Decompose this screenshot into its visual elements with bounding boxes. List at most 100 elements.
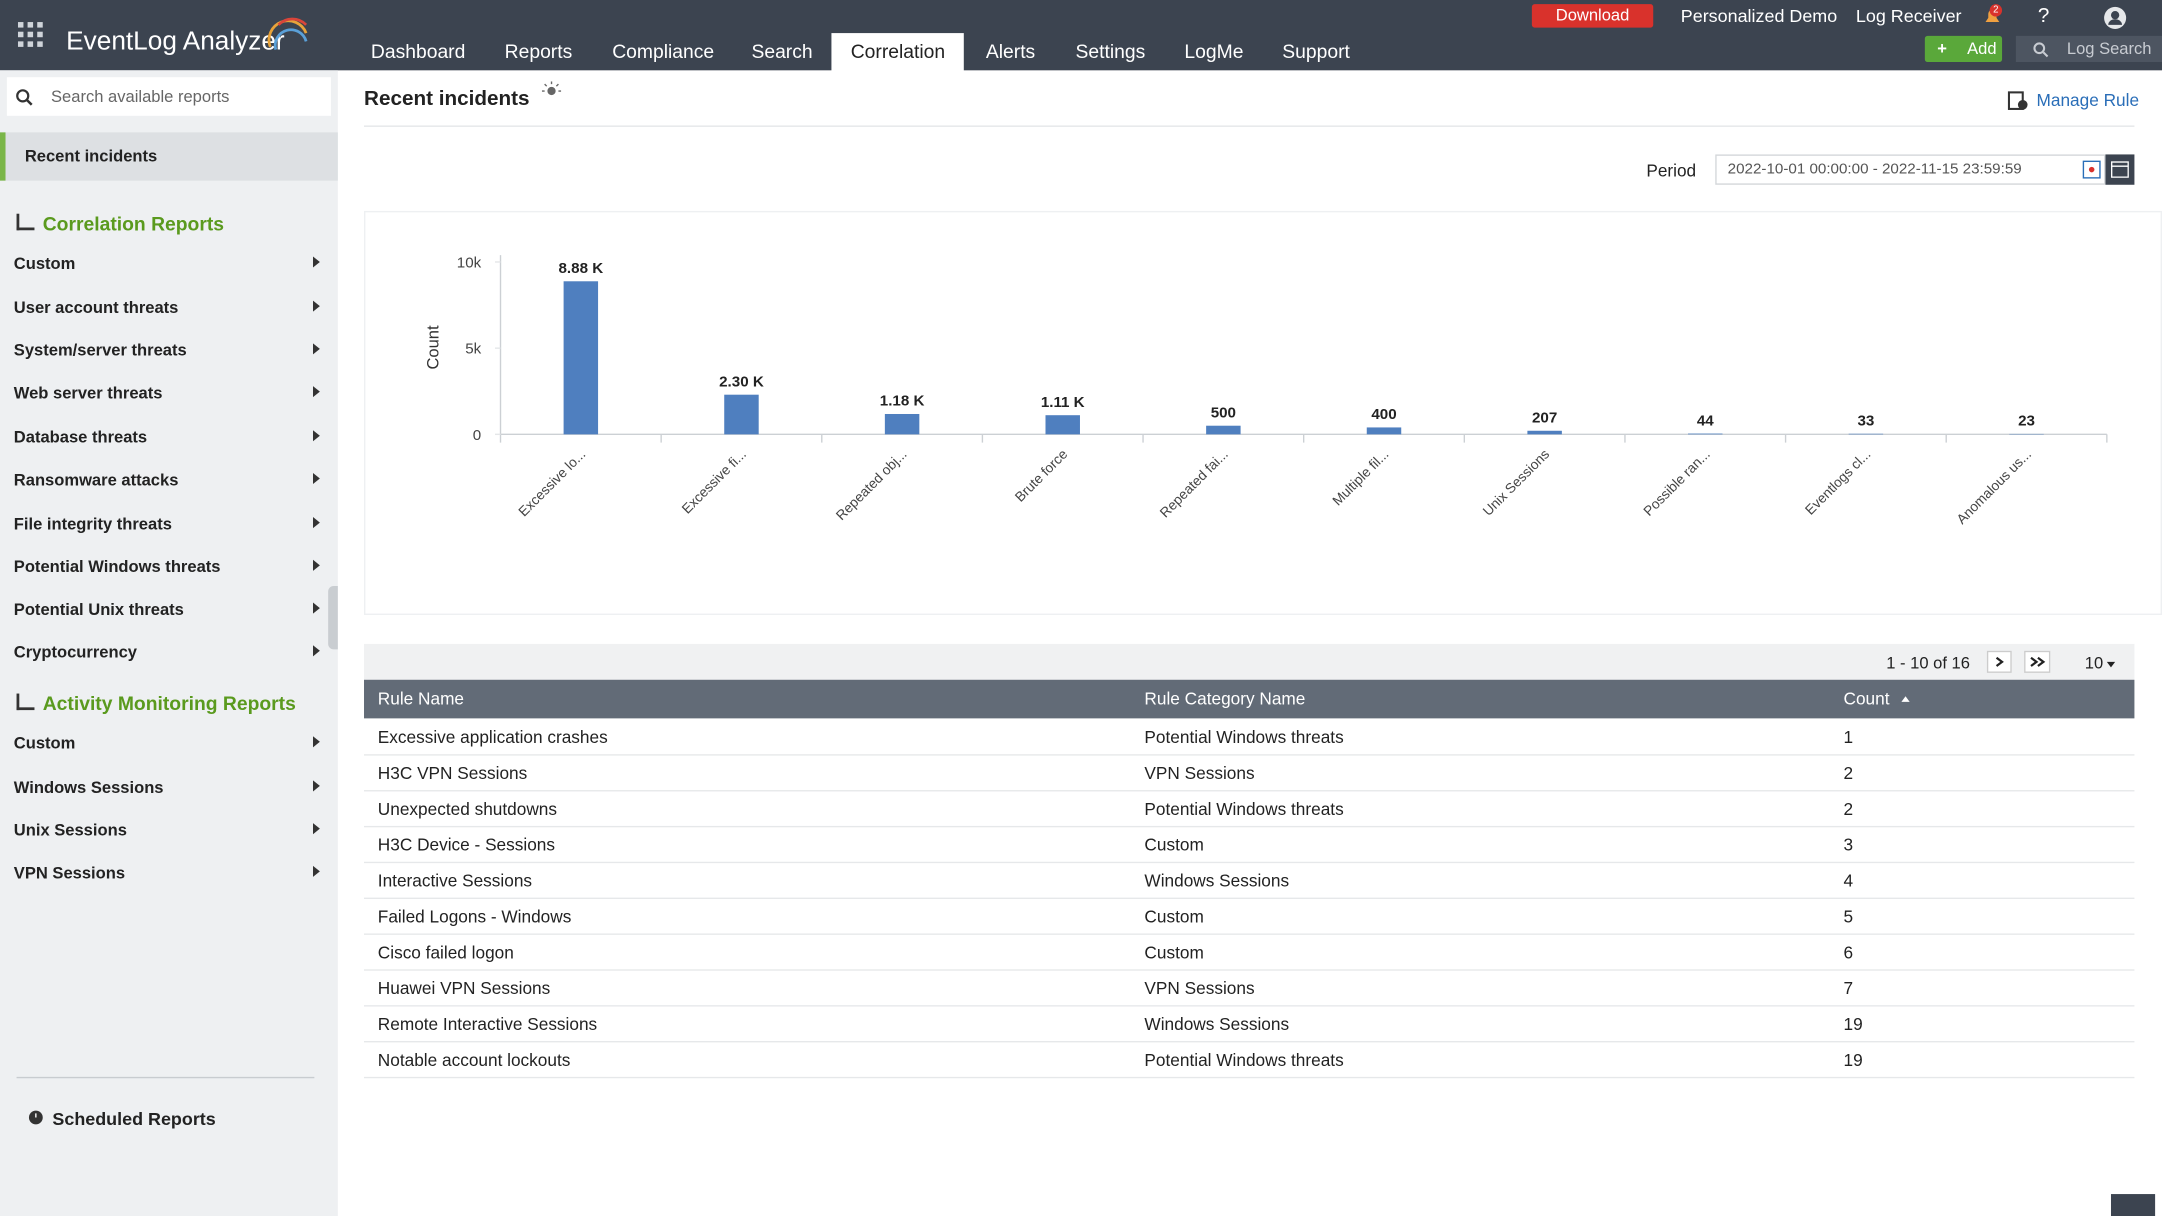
sort-indicator[interactable]: [1901, 696, 1910, 702]
scheduled-reports[interactable]: Scheduled Reports: [52, 1108, 216, 1130]
table-cell: Huawei VPN Sessions: [377, 978, 551, 999]
log-search[interactable]: Log Search: [2015, 35, 2162, 63]
x-tick-label: Possible ran...: [1641, 447, 1713, 519]
menu-item[interactable]: VPN Sessions: [13, 863, 126, 883]
menu-item[interactable]: Web server threats: [13, 383, 163, 403]
menu-item[interactable]: Cryptocurrency: [13, 642, 138, 662]
menu-item[interactable]: Unix Sessions: [13, 820, 127, 840]
brand[interactable]: EventLog Analyzer: [66, 27, 285, 57]
table-cell: 5: [1843, 907, 1854, 927]
recent-incidents-item[interactable]: Recent incidents: [0, 132, 338, 181]
table-cell: H3C Device - Sessions: [377, 835, 555, 855]
dropdown-caret: [2107, 661, 2116, 668]
table-row: [364, 756, 2135, 792]
corner-button[interactable]: [2110, 1194, 2156, 1216]
x-tick-label: Multiple fil...: [1330, 447, 1392, 509]
x-tick-label: Brute force: [1012, 446, 1070, 504]
bar: [1688, 433, 1723, 435]
submenu-arrow: [312, 645, 320, 657]
add-button[interactable]: + Add: [1924, 35, 2003, 63]
x-tick-label: Eventlogs cl...: [1802, 447, 1873, 518]
table-header: [364, 679, 2135, 719]
submenu-arrow: [312, 517, 320, 529]
next-page[interactable]: [1986, 650, 2012, 673]
plus-icon: +: [1937, 38, 1947, 58]
top-bar: EventLog Analyzer Download Personalized …: [0, 0, 2162, 72]
table-cell: Windows Sessions: [1144, 871, 1290, 891]
table-row: [364, 899, 2135, 935]
help-button[interactable]: ?: [2037, 4, 2050, 28]
manage-rule-link[interactable]: Manage Rule: [2036, 91, 2140, 111]
table-cell: Failed Logons - Windows: [377, 907, 572, 927]
divider: [16, 1076, 315, 1079]
log-receiver-link[interactable]: Log Receiver: [1855, 5, 1962, 27]
bar: [1848, 433, 1884, 435]
menu-item[interactable]: User account threats: [13, 297, 179, 318]
apps-icon[interactable]: [17, 22, 46, 50]
bar: [563, 281, 599, 435]
download-button[interactable]: Download: [1531, 4, 1654, 28]
table-cell: Cisco failed logon: [377, 943, 514, 963]
submenu-arrow: [312, 736, 320, 748]
table-cell: Custom: [1144, 943, 1204, 963]
bulb-icon[interactable]: [541, 81, 562, 100]
table-toolbar: [364, 643, 2135, 680]
submenu-arrow: [312, 300, 320, 312]
submenu-arrow: [312, 256, 320, 268]
nav-tab[interactable]: Alerts: [985, 39, 1036, 63]
table-cell: 6: [1843, 943, 1854, 963]
menu-item[interactable]: File integrity threats: [13, 514, 172, 534]
user-icon[interactable]: [2103, 6, 2128, 31]
nav-tab[interactable]: Correlation: [850, 39, 946, 63]
table-row: [364, 935, 2135, 971]
column-header[interactable]: Rule Name: [377, 689, 465, 709]
nav-tab[interactable]: Search: [751, 39, 813, 63]
nav-tab[interactable]: Settings: [1075, 39, 1146, 63]
demo-link[interactable]: Personalized Demo: [1680, 5, 1838, 27]
menu-item[interactable]: Ransomware attacks: [13, 470, 179, 490]
nav-tab[interactable]: Dashboard: [370, 39, 466, 63]
table-cell: Potential Windows threats: [1144, 799, 1344, 820]
table-cell: Interactive Sessions: [377, 871, 533, 891]
menu-item[interactable]: Custom: [13, 253, 76, 274]
menu-item[interactable]: Potential Unix threats: [13, 599, 184, 620]
table-cell: Remote Interactive Sessions: [377, 1014, 598, 1035]
value-label: 1.18 K: [880, 393, 925, 410]
submenu-arrow: [312, 559, 320, 571]
menu-item[interactable]: Database threats: [13, 427, 148, 447]
nav-tab[interactable]: Compliance: [612, 39, 715, 63]
last-page[interactable]: [2024, 650, 2051, 673]
period-input[interactable]: 2022-10-01 00:00:00 - 2022-11-15 23:59:5…: [1715, 154, 2106, 185]
submenu-arrow: [312, 386, 320, 398]
brand-logo: [267, 17, 308, 50]
nav-tab[interactable]: Reports: [504, 39, 573, 63]
search-icon: [16, 89, 33, 106]
table-cell: 19: [1843, 1050, 1863, 1070]
nav-tab[interactable]: Support: [1282, 39, 1350, 63]
period-value: 2022-10-01 00:00:00 - 2022-11-15 23:59:5…: [1727, 161, 2022, 178]
calendar-button[interactable]: [2105, 154, 2135, 185]
page-size[interactable]: 10: [2085, 654, 2116, 673]
column-header[interactable]: Rule Category Name: [1144, 689, 1306, 709]
menu-item[interactable]: System/server threats: [13, 340, 187, 360]
table-cell: 19: [1843, 1014, 1863, 1035]
menu-item[interactable]: Potential Windows threats: [13, 557, 221, 577]
value-label: 8.88 K: [559, 260, 604, 277]
bar: [1366, 427, 1402, 435]
y-tick-label: 0: [473, 427, 481, 444]
report-search[interactable]: Search available reports: [6, 77, 331, 116]
table-cell: Potential Windows threats: [1144, 1050, 1344, 1070]
next-icon: [1995, 656, 2004, 667]
section-title: Correlation Reports: [42, 212, 225, 235]
column-header[interactable]: Count: [1843, 689, 1890, 709]
y-tick-label: 5k: [465, 341, 481, 358]
nav-tab[interactable]: LogMe: [1184, 39, 1244, 63]
collapse-handle[interactable]: [328, 586, 338, 650]
menu-item[interactable]: Windows Sessions: [13, 777, 164, 797]
recent-incidents-label: Recent incidents: [24, 146, 158, 166]
calendar-icon: [2110, 161, 2129, 178]
reset-icon[interactable]: [2082, 160, 2101, 179]
menu-item[interactable]: Custom: [13, 733, 76, 753]
table-cell: Excessive application crashes: [377, 728, 608, 748]
